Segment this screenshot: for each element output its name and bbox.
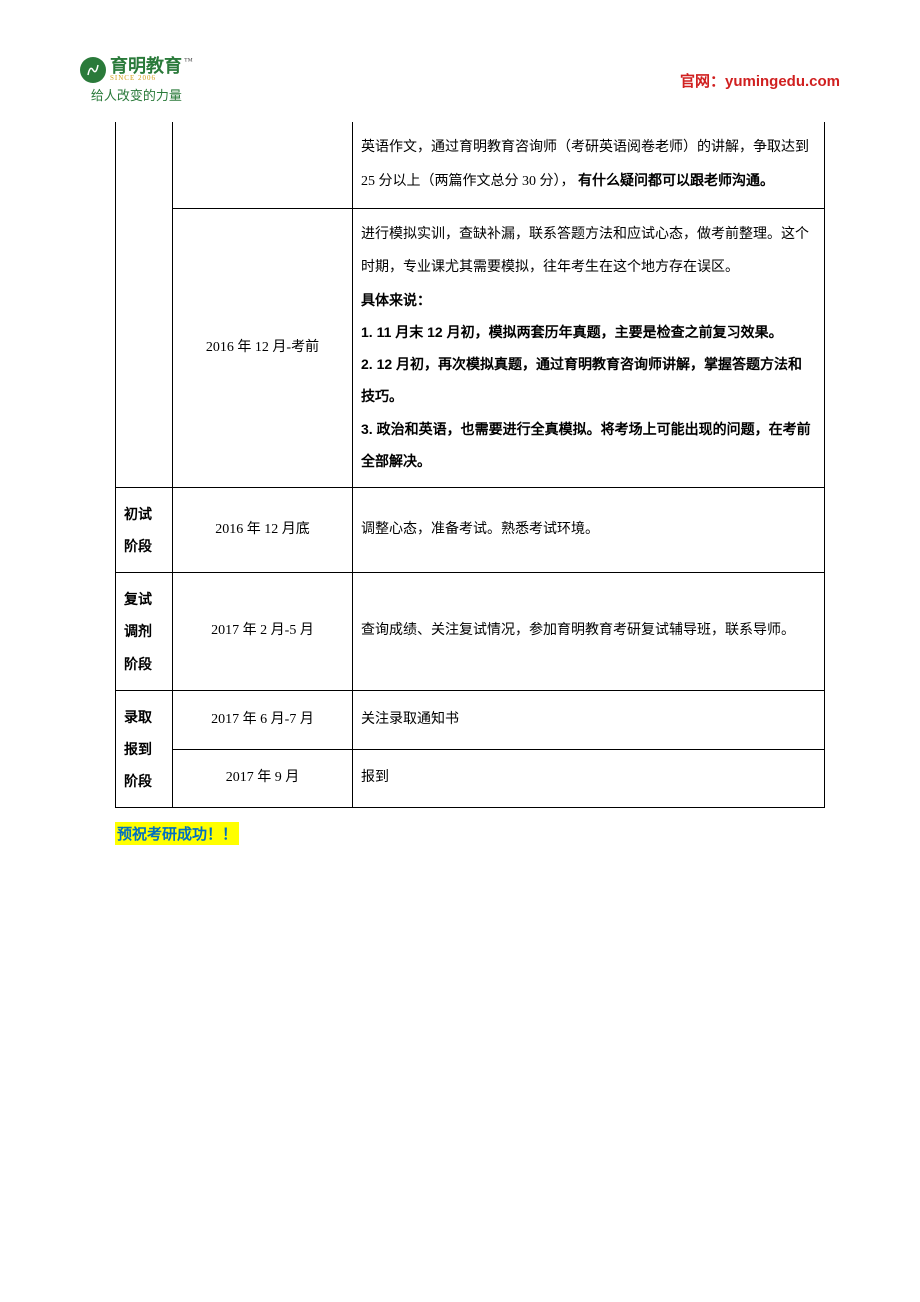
logo-name: 育明教育 xyxy=(110,57,182,75)
time-cell: 2017 年 2 月-5 月 xyxy=(173,573,353,691)
desc-cell: 调整心态，准备考试。熟悉考试环境。 xyxy=(353,487,825,572)
logo-text: 育明教育 ™ SINCE 2006 xyxy=(110,57,193,82)
logo-icon xyxy=(80,57,106,83)
table-row: 2017 年 9 月 报到 xyxy=(116,749,825,808)
time-cell-continued xyxy=(173,122,353,209)
table-row: 初试阶段 2016 年 12 月底 调整心态，准备考试。熟悉考试环境。 xyxy=(116,487,825,572)
time-cell: 2017 年 9 月 xyxy=(173,749,353,808)
page-header: 育明教育 ™ SINCE 2006 给人改变的力量 官网：yumingedu.c… xyxy=(80,55,840,105)
website-url: 官网：yumingedu.com xyxy=(680,70,840,91)
desc-point: 2. 12 月初，再次模拟真题，通过育明教育咨询师讲解，掌握答题方法和技巧。 xyxy=(361,348,816,412)
logo-since: SINCE 2006 xyxy=(110,75,193,82)
stage-cell: 初试阶段 xyxy=(116,487,173,572)
table-row: 2016 年 12 月-考前 进行模拟实训，查缺补漏，联系答题方法和应试心态，做… xyxy=(116,209,825,488)
stage-cell: 录取报到阶段 xyxy=(116,690,173,808)
desc-cell: 查询成绩、关注复试情况，参加育明教育考研复试辅导班，联系导师。 xyxy=(353,573,825,691)
logo: 育明教育 ™ SINCE 2006 给人改变的力量 xyxy=(80,57,193,104)
desc-point: 1. 11 月末 12 月初，模拟两套历年真题，主要是检查之前复习效果。 xyxy=(361,316,816,348)
desc-intro: 进行模拟实训，查缺补漏，联系答题方法和应试心态，做考前整理。这个时期，专业课尤其… xyxy=(361,219,816,283)
stage-cell: 复试调剂阶段 xyxy=(116,573,173,691)
table-row: 英语作文，通过育明教育咨询师（考研英语阅卷老师）的讲解，争取达到 25 分以上（… xyxy=(116,122,825,209)
logo-slogan: 给人改变的力量 xyxy=(91,85,182,104)
closing-text: 预祝考研成功！！ xyxy=(115,822,239,845)
table-row: 录取报到阶段 2017 年 6 月-7 月 关注录取通知书 xyxy=(116,690,825,749)
time-cell: 2016 年 12 月底 xyxy=(173,487,353,572)
desc-cell: 关注录取通知书 xyxy=(353,690,825,749)
time-cell: 2016 年 12 月-考前 xyxy=(173,209,353,488)
closing-line: 预祝考研成功！！ xyxy=(115,808,825,845)
time-cell: 2017 年 6 月-7 月 xyxy=(173,690,353,749)
stage-cell-continued xyxy=(116,122,173,487)
logo-top-row: 育明教育 ™ SINCE 2006 xyxy=(80,57,193,83)
table-row: 复试调剂阶段 2017 年 2 月-5 月 查询成绩、关注复试情况，参加育明教育… xyxy=(116,573,825,691)
desc-bold: 有什么疑问都可以跟老师沟通。 xyxy=(578,172,774,188)
logo-trademark: ™ xyxy=(184,57,193,66)
desc-label: 具体来说： xyxy=(361,284,816,316)
desc-cell: 报到 xyxy=(353,749,825,808)
main-content: 英语作文，通过育明教育咨询师（考研英语阅卷老师）的讲解，争取达到 25 分以上（… xyxy=(115,122,825,845)
desc-cell: 进行模拟实训，查缺补漏，联系答题方法和应试心态，做考前整理。这个时期，专业课尤其… xyxy=(353,209,825,488)
desc-cell: 英语作文，通过育明教育咨询师（考研英语阅卷老师）的讲解，争取达到 25 分以上（… xyxy=(353,122,825,209)
desc-point: 3. 政治和英语，也需要进行全真模拟。将考场上可能出现的问题，在考前全部解决。 xyxy=(361,413,816,477)
schedule-table: 英语作文，通过育明教育咨询师（考研英语阅卷老师）的讲解，争取达到 25 分以上（… xyxy=(115,122,825,808)
